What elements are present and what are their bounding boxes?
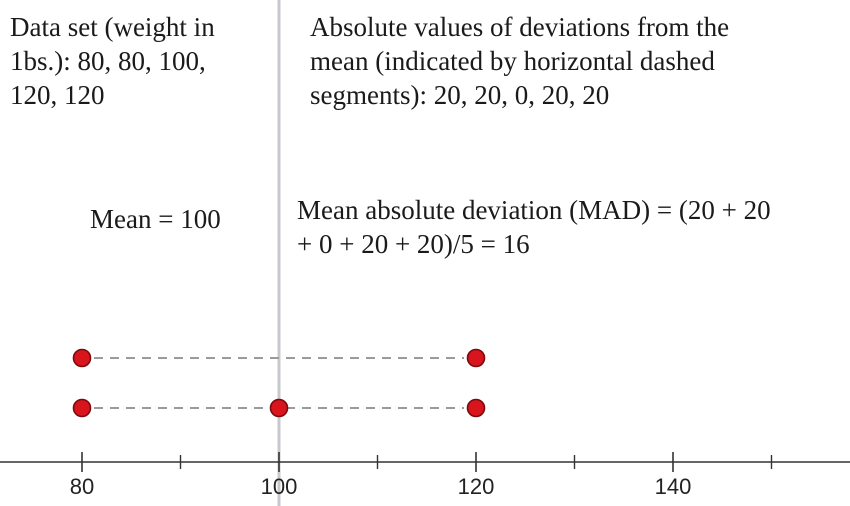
mad-line-1: Mean absolute deviation (MAD) = (20 + 20 — [297, 195, 771, 225]
abs-dev-line-3: segments): 20, 20, 0, 20, 20 — [310, 80, 610, 110]
tick-label-100: 100 — [261, 474, 298, 499]
data-point-120 — [466, 398, 486, 418]
data-set-line-3: 120, 120 — [10, 80, 105, 110]
data-set-text: Data set (weight in 1bs.): 80, 80, 100, … — [10, 10, 215, 112]
absolute-deviations-text: Absolute values of deviations from the m… — [310, 10, 729, 112]
number-line: 80 100 120 140 — [0, 452, 850, 499]
data-point-100 — [269, 398, 289, 418]
data-point-120 — [466, 348, 486, 368]
data-set-line-1: Data set (weight in — [10, 12, 215, 42]
abs-dev-line-1: Absolute values of deviations from the — [310, 12, 730, 42]
tick-label-80: 80 — [70, 474, 94, 499]
mean-label: Mean = 100 — [90, 204, 221, 234]
tick-label-120: 120 — [458, 474, 495, 499]
abs-dev-line-2: mean (indicated by horizontal dashed — [310, 46, 715, 76]
data-points — [72, 348, 486, 418]
mad-line-2: + 0 + 20 + 20)/5 = 16 — [297, 229, 530, 259]
data-point-80 — [72, 348, 92, 368]
tick-label-140: 140 — [655, 474, 692, 499]
data-set-line-2: 1bs.): 80, 80, 100, — [10, 46, 206, 76]
data-point-80 — [72, 398, 92, 418]
mad-text: Mean absolute deviation (MAD) = (20 + 20… — [297, 193, 771, 261]
